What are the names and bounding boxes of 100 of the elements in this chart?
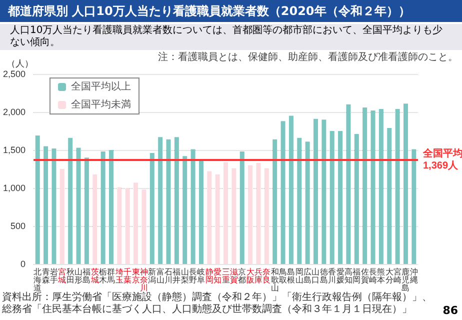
legend-label: 全国平均以上: [71, 80, 131, 92]
x-tick-label: 東京: [132, 268, 140, 284]
x-tick-label: 山梨: [180, 268, 189, 284]
bar: [412, 149, 416, 264]
x-tick-label: 三重: [222, 268, 230, 284]
bar: [76, 148, 81, 264]
y-tick-label: 500: [10, 221, 26, 231]
bar: [150, 153, 154, 264]
x-tick-label: 千葉: [124, 268, 132, 284]
bar: [182, 156, 188, 264]
bar: [362, 107, 368, 264]
x-tick-label: 福岡: [352, 268, 361, 284]
x-tick-label: 沖縄: [408, 268, 418, 284]
text: 86: [442, 304, 458, 317]
y-axis-title: （人）: [6, 58, 34, 68]
bar: [190, 149, 196, 264]
x-tick-label: 高知: [344, 268, 352, 284]
x-tick-label: 神奈川: [140, 268, 148, 292]
y-tick-label: 2,500: [2, 69, 26, 79]
bar: [305, 142, 310, 264]
bar: [117, 187, 122, 264]
bar: [232, 168, 236, 264]
y-tick-label: 0: [20, 259, 26, 269]
x-tick-label: 島根: [287, 268, 296, 284]
y-tick-label: 1,000: [2, 183, 26, 193]
x-tick-label: 北海道: [34, 268, 42, 292]
x-tick-label: 香川: [328, 268, 336, 284]
bar: [142, 190, 146, 264]
x-tick-label: 富山: [156, 268, 164, 284]
x-tick-label: 愛知: [214, 268, 222, 284]
x-tick-label: 大阪: [246, 268, 254, 284]
bar: [387, 128, 392, 264]
x-tick-label: 兵庫: [254, 268, 262, 284]
bar: [174, 137, 179, 264]
bar: [166, 139, 171, 264]
bar: [272, 139, 278, 264]
x-tick-label: 岩手: [50, 268, 58, 284]
bar: [395, 108, 400, 264]
bar: [322, 120, 326, 264]
bar: [346, 104, 351, 264]
x-tick-label: 静岡: [205, 268, 214, 284]
legend-label: 全国平均未満: [71, 98, 131, 110]
x-tick-label: 埼玉: [114, 268, 124, 284]
bar: [313, 118, 318, 264]
y-tick-label: 1,500: [2, 145, 26, 155]
bar: [215, 174, 220, 264]
x-tick-label: 佐賀: [360, 268, 369, 284]
x-tick-label: 広島: [304, 268, 312, 284]
x-tick-label: 宮崎: [394, 268, 402, 284]
y-tick-label: 2,000: [2, 107, 26, 117]
x-tick-label: 岐阜: [197, 268, 206, 284]
x-tick-label: 岡山: [295, 268, 304, 284]
bar: [134, 182, 138, 264]
x-tick-label: 山形: [74, 268, 83, 284]
x-tick-label: 鹿児島: [402, 268, 410, 292]
bar: [207, 171, 212, 264]
x-tick-label: 京都: [238, 268, 246, 284]
bar: [108, 150, 114, 264]
chart-title: 都道府県別 人口10万人当たり看護職員就業者数（2020年（令和２年））: [0, 0, 462, 22]
bar: [378, 108, 384, 264]
bar: [198, 159, 204, 264]
x-tick-label: 山口: [312, 268, 320, 284]
bar: [354, 134, 359, 264]
bar: [370, 110, 376, 264]
x-tick-label: 茨城: [90, 268, 99, 284]
x-tick-label: 秋田: [66, 268, 74, 284]
x-tick-label: 徳島: [320, 268, 328, 284]
x-tick-label: 鳥取: [278, 268, 288, 284]
bar: [52, 148, 56, 264]
bar: [125, 188, 130, 264]
bar: [256, 162, 261, 264]
bar: [297, 138, 302, 264]
x-tick-label: 石川: [164, 268, 172, 284]
x-tick-label: 大分: [385, 268, 394, 284]
x-tick-label: 福島: [82, 268, 91, 284]
bar: [224, 162, 228, 264]
bar: [92, 174, 98, 264]
x-tick-label: 長崎: [369, 268, 378, 284]
bar: [330, 131, 334, 264]
x-tick-label: 奈良: [262, 268, 271, 284]
bar: [60, 169, 64, 264]
bar: [44, 146, 48, 264]
x-tick-label: 群馬: [106, 268, 116, 284]
bar: [35, 136, 40, 264]
bar: [84, 158, 89, 264]
bar: [100, 152, 106, 264]
x-tick-label: 新潟: [148, 268, 156, 284]
x-tick-label: 滋賀: [230, 268, 238, 284]
x-tick-label: 愛媛: [336, 268, 344, 284]
x-tick-label: 和歌山: [270, 268, 279, 292]
x-tick-label: 宮城: [57, 268, 66, 284]
chart-subtitle: 人口10万人当たり看護職員就業者数については、首都圏等の都市部において、全国平均よりも少ない傾向。: [0, 24, 462, 50]
bar: [68, 138, 73, 264]
bar: [158, 137, 163, 264]
x-tick-label: 青森: [42, 268, 50, 284]
bar: [403, 104, 408, 264]
bar: [264, 168, 269, 264]
text: 注：看護職員とは、保健師、助産師、看護師及び准看護師のこと。: [158, 50, 458, 64]
bar: [280, 121, 286, 264]
ref-line-label: 全国平均 1,369人: [422, 147, 462, 172]
